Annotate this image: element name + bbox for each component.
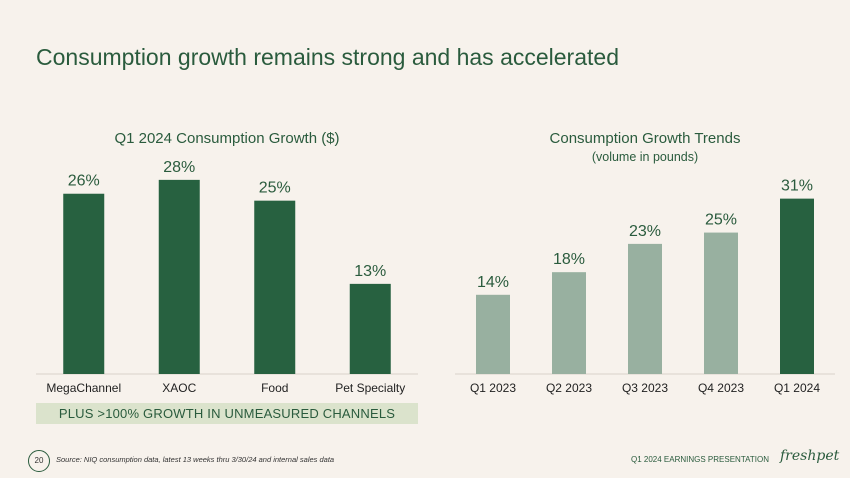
category-label: Q1 2024 <box>774 381 820 395</box>
data-label: 28% <box>163 159 195 176</box>
category-label: Q4 2023 <box>698 381 744 395</box>
data-label: 31% <box>781 178 813 195</box>
bar-xaoc <box>158 179 200 374</box>
data-label: 26% <box>68 173 100 190</box>
bar-q3-2023 <box>628 243 662 374</box>
category-label: Food <box>261 381 288 395</box>
growth-trends-chart: Consumption Growth Trends (volume in poun… <box>455 130 835 395</box>
chart-subtitle: (volume in pounds) <box>592 150 698 164</box>
category-label: Q3 2023 <box>622 381 668 395</box>
data-label: 25% <box>705 212 737 229</box>
bar-q2-2023 <box>552 272 586 374</box>
bar-food <box>254 200 296 374</box>
data-label: 14% <box>477 274 509 291</box>
freshpet-logo: freshpet <box>780 448 840 464</box>
category-label: Q2 2023 <box>546 381 592 395</box>
category-label: Q1 2023 <box>470 381 516 395</box>
category-label: XAOC <box>162 381 196 395</box>
data-label: 18% <box>553 251 585 268</box>
unmeasured-channels-banner: PLUS >100% GROWTH IN UNMEASURED CHANNELS <box>36 403 418 424</box>
page-number: 20 <box>28 450 50 472</box>
data-label: 25% <box>259 180 291 197</box>
category-label: Pet Specialty <box>335 381 405 395</box>
data-label: 23% <box>629 223 661 240</box>
bar-q4-2023 <box>704 232 738 374</box>
presentation-label: Q1 2024 EARNINGS PRESENTATION <box>631 455 769 464</box>
source-note: Source: NIQ consumption data, latest 13 … <box>56 455 335 464</box>
bar-q1-2023 <box>476 294 510 374</box>
bar-q1-2024 <box>780 198 814 374</box>
chart-title: Q1 2024 Consumption Growth ($) <box>114 130 339 147</box>
chart-title: Consumption Growth Trends <box>550 130 741 147</box>
slide-title: Consumption growth remains strong and ha… <box>36 44 619 70</box>
data-label: 13% <box>354 263 386 280</box>
bar-megachannel <box>63 193 105 374</box>
consumption-growth-chart: Q1 2024 Consumption Growth ($) 26% MegaCha… <box>36 130 418 395</box>
bar-pet-specialty <box>349 283 391 374</box>
category-label: MegaChannel <box>46 381 121 395</box>
